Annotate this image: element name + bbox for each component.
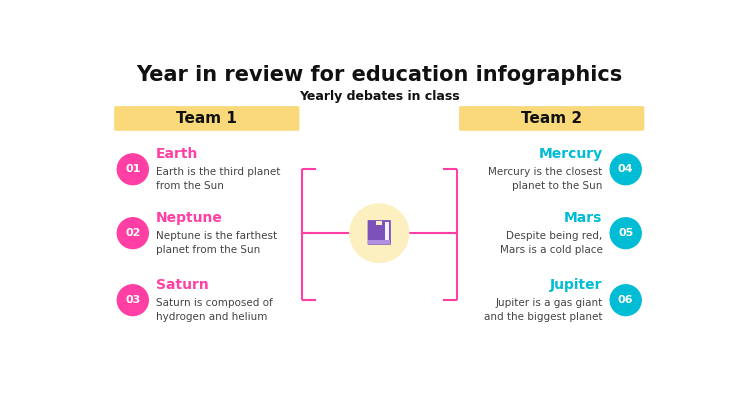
- FancyBboxPatch shape: [368, 220, 391, 245]
- Text: Mars: Mars: [564, 211, 602, 225]
- Text: Year in review for education infographics: Year in review for education infographic…: [136, 64, 622, 84]
- Text: 01: 01: [125, 164, 141, 174]
- FancyBboxPatch shape: [369, 240, 390, 244]
- Text: 04: 04: [618, 164, 633, 174]
- Circle shape: [610, 218, 641, 249]
- Text: Despite being red,
Mars is a cold place: Despite being red, Mars is a cold place: [500, 231, 602, 255]
- FancyBboxPatch shape: [386, 223, 388, 243]
- Circle shape: [610, 154, 641, 185]
- Text: Jupiter is a gas giant
and the biggest planet: Jupiter is a gas giant and the biggest p…: [484, 298, 602, 322]
- Text: Team 1: Team 1: [176, 111, 238, 126]
- Text: Yearly debates in class: Yearly debates in class: [299, 89, 460, 103]
- FancyBboxPatch shape: [114, 106, 300, 131]
- Circle shape: [350, 204, 408, 262]
- Text: Jupiter: Jupiter: [550, 278, 602, 292]
- Text: Saturn is composed of
hydrogen and helium: Saturn is composed of hydrogen and heliu…: [156, 298, 273, 322]
- Text: 02: 02: [125, 228, 141, 238]
- Text: 03: 03: [125, 295, 141, 305]
- Text: Neptune: Neptune: [156, 211, 223, 225]
- Text: 05: 05: [618, 228, 633, 238]
- Text: Team 2: Team 2: [521, 111, 582, 126]
- Circle shape: [118, 285, 148, 316]
- Text: Neptune is the farthest
planet from the Sun: Neptune is the farthest planet from the …: [156, 231, 278, 255]
- Text: Earth: Earth: [156, 147, 198, 161]
- FancyBboxPatch shape: [459, 106, 645, 131]
- Text: Mercury: Mercury: [538, 147, 602, 161]
- Circle shape: [610, 285, 641, 316]
- Text: Mercury is the closest
planet to the Sun: Mercury is the closest planet to the Sun: [488, 167, 602, 191]
- Text: Earth is the third planet
from the Sun: Earth is the third planet from the Sun: [156, 167, 280, 191]
- Text: Saturn: Saturn: [156, 278, 209, 292]
- Circle shape: [118, 154, 148, 185]
- Circle shape: [118, 218, 148, 249]
- FancyBboxPatch shape: [376, 221, 383, 225]
- Text: 06: 06: [618, 295, 633, 305]
